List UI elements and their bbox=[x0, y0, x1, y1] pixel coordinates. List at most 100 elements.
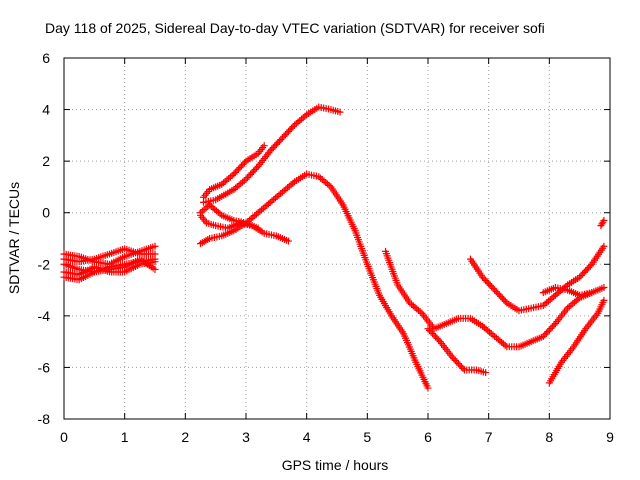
data-point bbox=[244, 174, 252, 182]
data-point bbox=[292, 120, 300, 128]
data-point bbox=[501, 297, 509, 305]
series-track-16 bbox=[597, 216, 608, 230]
data-point bbox=[494, 289, 502, 297]
data-point bbox=[209, 204, 217, 212]
y-axis-label: SDTVAR / TECUs bbox=[6, 182, 22, 294]
y-tick-label: 0 bbox=[42, 205, 50, 221]
data-point bbox=[271, 194, 279, 202]
data-point bbox=[261, 203, 269, 211]
data-point bbox=[281, 131, 289, 139]
series-track-13 bbox=[466, 242, 608, 315]
data-point bbox=[266, 147, 274, 155]
series-track-7 bbox=[200, 103, 344, 206]
x-tick-label: 5 bbox=[363, 429, 371, 445]
data-point bbox=[435, 336, 443, 344]
data-point bbox=[600, 242, 608, 250]
grid bbox=[64, 58, 610, 419]
data-point bbox=[498, 294, 506, 302]
y-tick-label: -6 bbox=[38, 359, 51, 375]
data-point bbox=[230, 170, 238, 178]
data-point bbox=[275, 137, 283, 145]
data-point bbox=[409, 302, 417, 310]
chart-title: Day 118 of 2025, Sidereal Day-to-day VTE… bbox=[45, 20, 545, 36]
data-point bbox=[547, 324, 555, 332]
data-point bbox=[450, 355, 458, 363]
data-point bbox=[430, 331, 438, 339]
series-track-10 bbox=[197, 201, 262, 232]
data-point bbox=[577, 272, 585, 280]
series-track-15 bbox=[539, 283, 596, 299]
data-point bbox=[225, 174, 233, 182]
data-point bbox=[482, 276, 490, 284]
x-tick-label: 2 bbox=[181, 429, 189, 445]
data-point bbox=[278, 134, 286, 142]
series-track-8 bbox=[197, 170, 432, 392]
data-point bbox=[287, 181, 295, 189]
x-tick-label: 6 bbox=[424, 429, 432, 445]
data-point bbox=[580, 268, 588, 276]
x-tick-label: 3 bbox=[242, 429, 250, 445]
data-point bbox=[284, 127, 292, 135]
data-point bbox=[269, 144, 277, 152]
data-point bbox=[492, 288, 500, 296]
x-tick-label: 1 bbox=[121, 429, 129, 445]
data-point bbox=[214, 208, 222, 216]
data-point bbox=[486, 281, 494, 289]
y-axis: -8 -6 -4 -2 0 2 4 6 bbox=[38, 50, 610, 427]
data-point bbox=[231, 168, 239, 176]
data-point bbox=[236, 164, 244, 172]
data-point bbox=[550, 293, 558, 301]
data-point bbox=[272, 140, 280, 148]
data-point bbox=[588, 289, 596, 297]
data-point bbox=[274, 139, 282, 147]
data-point bbox=[280, 132, 288, 140]
data-point bbox=[600, 296, 608, 304]
data-point bbox=[600, 216, 608, 224]
data-point bbox=[457, 363, 465, 371]
data-point bbox=[286, 126, 294, 134]
data-point bbox=[235, 181, 243, 189]
y-tick-label: 4 bbox=[42, 102, 50, 118]
data-point bbox=[453, 358, 461, 366]
data-point bbox=[219, 179, 227, 187]
data-point bbox=[277, 136, 285, 144]
x-tick-label: 4 bbox=[303, 429, 311, 445]
data-point bbox=[539, 332, 547, 340]
data-point bbox=[451, 356, 459, 364]
data-point bbox=[539, 302, 547, 310]
data-point bbox=[491, 286, 499, 294]
data-point bbox=[426, 326, 434, 334]
data-point bbox=[237, 162, 245, 170]
data-point bbox=[542, 329, 550, 337]
data-point bbox=[424, 325, 432, 333]
x-tick-label: 0 bbox=[60, 429, 68, 445]
data-point bbox=[459, 364, 467, 372]
data-point bbox=[544, 297, 552, 305]
data-point bbox=[289, 123, 297, 131]
x-tick-label: 7 bbox=[485, 429, 493, 445]
data-point bbox=[318, 176, 326, 184]
data-point bbox=[248, 169, 256, 177]
series-track-5 bbox=[60, 258, 159, 279]
data-point bbox=[545, 326, 553, 334]
y-tick-label: 6 bbox=[42, 50, 50, 66]
data-point bbox=[544, 328, 552, 336]
plot-frame bbox=[63, 57, 611, 420]
data-point bbox=[565, 303, 573, 311]
data-point bbox=[433, 334, 441, 342]
data-point bbox=[233, 167, 241, 175]
data-point bbox=[336, 108, 344, 116]
data-point bbox=[579, 270, 587, 278]
data-point bbox=[424, 384, 432, 392]
data-point bbox=[245, 172, 253, 180]
data-point bbox=[482, 325, 490, 333]
data-point bbox=[483, 278, 491, 286]
y-tick-label: -4 bbox=[38, 308, 51, 324]
data-point bbox=[251, 166, 259, 174]
data-point bbox=[414, 306, 422, 314]
data-point bbox=[489, 284, 497, 292]
data-point bbox=[151, 250, 159, 258]
data-point bbox=[256, 207, 264, 215]
data-point bbox=[242, 175, 250, 183]
